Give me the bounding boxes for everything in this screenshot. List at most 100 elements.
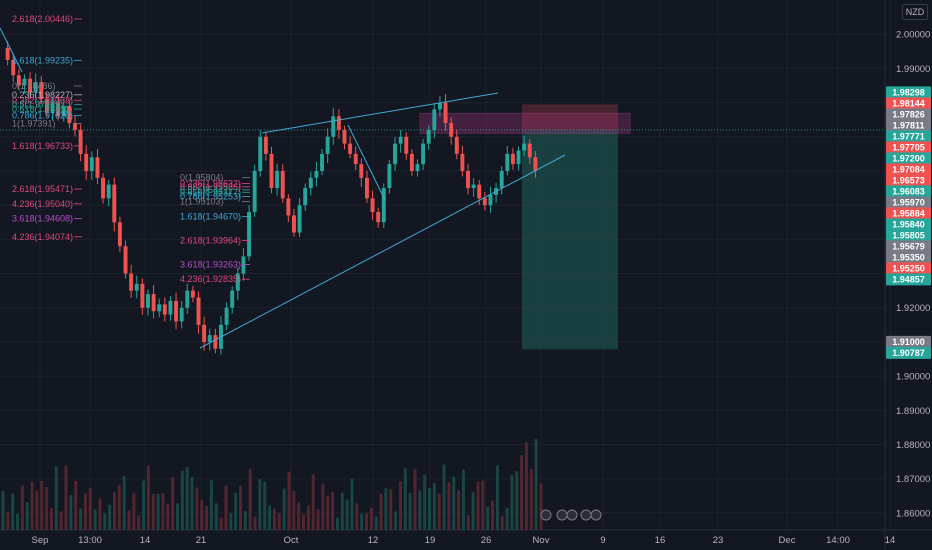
candle-body (353, 153, 358, 165)
price-tag-label: 1.98144 (892, 99, 925, 109)
volume-bar (520, 455, 524, 530)
volume-bar (59, 511, 63, 530)
candle-body (449, 123, 454, 137)
volume-bar (195, 487, 199, 530)
candle-body (50, 102, 55, 113)
x-tick-label: 14 (140, 535, 151, 546)
early-trendline[interactable] (0, 27, 23, 73)
volume-bar (151, 493, 155, 530)
x-tick-label: 9 (600, 535, 605, 546)
volume-bar (437, 493, 441, 530)
price-tag[interactable] (886, 119, 931, 132)
price-tag[interactable] (886, 273, 931, 286)
price-tag[interactable] (886, 218, 931, 231)
candle-body (342, 129, 347, 144)
mid-fib-label: 0.618(1.95377) (180, 187, 241, 197)
price-tag[interactable] (886, 229, 931, 242)
price-tag[interactable] (886, 108, 931, 121)
volume-bar (83, 493, 87, 530)
price-axis[interactable]: 2.000001.990001.980001.970001.960001.950… (886, 30, 931, 520)
x-tick-label: 14:00 (826, 535, 850, 546)
flag-icon[interactable] (540, 509, 552, 521)
price-tag[interactable] (886, 163, 931, 176)
price-tag[interactable] (886, 207, 931, 220)
x-tick-label: Sep (32, 535, 49, 546)
rising-support-trendline[interactable] (199, 154, 566, 349)
event-icon[interactable] (580, 509, 592, 521)
candle-body (106, 184, 111, 199)
price-tag[interactable] (886, 262, 931, 275)
volume-bar (64, 465, 68, 530)
candle-body (146, 294, 150, 308)
candle-body (331, 116, 336, 137)
price-tag[interactable] (886, 251, 931, 264)
swing-trendline[interactable] (347, 124, 386, 201)
volume-bar (350, 478, 354, 530)
volume-bars (1, 438, 543, 530)
time-axis[interactable]: Sep 13:00 14 21 Oct 12 19 26 Nov 9 16 23 Dec 14:00 14 (32, 535, 896, 546)
volume-bar (190, 476, 194, 530)
volume-bar (229, 513, 233, 530)
price-tag[interactable] (886, 346, 931, 359)
volume-bar (137, 515, 141, 530)
price-tag[interactable] (886, 130, 931, 143)
y-tick-label: 1.87000 (896, 474, 930, 485)
price-tag-label: 1.97200 (892, 154, 925, 164)
currency-badge[interactable]: NZD (902, 4, 928, 20)
price-tag[interactable] (886, 152, 931, 165)
candle-body (73, 123, 77, 130)
price-tag[interactable] (886, 141, 931, 154)
price-tag-label: 1.97705 (892, 143, 925, 153)
candle-body (466, 170, 470, 189)
trendlines[interactable] (0, 27, 566, 349)
price-tag[interactable] (886, 174, 931, 187)
rising-resistance-trendline[interactable] (261, 92, 499, 134)
x-tick-label: 16 (655, 535, 666, 546)
candle-body (426, 129, 431, 144)
candle-body (67, 106, 72, 124)
volume-bar (476, 481, 480, 530)
candle-body (174, 300, 179, 322)
left-fib-label: 1.618(1.99235) (12, 55, 73, 65)
candle-body (95, 157, 100, 178)
volume-bar (88, 487, 92, 530)
volume-bar (515, 471, 519, 530)
candle-body (241, 256, 246, 274)
volume-bar (45, 487, 49, 530)
volume-bar (268, 505, 272, 530)
candle-body (454, 136, 459, 154)
candle-body (376, 212, 381, 223)
fibonacci-labels: 2.618(2.00446)1.618(1.99235)0(1.98486)0.… (12, 14, 250, 284)
candle-body (22, 78, 27, 86)
price-tag[interactable] (886, 196, 931, 209)
event-icon[interactable] (566, 509, 578, 521)
mid-fib-label: 1(1.95103) (180, 197, 224, 207)
event-icon[interactable] (590, 509, 602, 521)
candle-body (533, 157, 538, 171)
candle-body (522, 143, 527, 151)
price-tag[interactable] (886, 97, 931, 110)
x-tick-label: 21 (196, 535, 207, 546)
price-tag-label: 1.95970 (892, 198, 925, 208)
left-fib-label: 1.618(1.96733) (12, 141, 73, 151)
volume-bar (365, 513, 369, 530)
volume-bar (11, 493, 15, 530)
x-tick-label: 26 (481, 535, 492, 546)
candle-body (134, 283, 139, 291)
event-icon[interactable] (556, 509, 568, 521)
price-tag[interactable] (886, 335, 931, 348)
event-icons[interactable] (540, 509, 602, 521)
volume-bar (277, 513, 281, 530)
volume-bar (35, 490, 39, 530)
price-tag[interactable] (886, 185, 931, 198)
mid-fib-label: 0.236(1.95632) (180, 179, 241, 189)
price-tag[interactable] (886, 240, 931, 253)
mid-fib-label: 1.618(1.94670) (180, 211, 241, 221)
volume-bar (389, 488, 393, 530)
left-fib-label: 0.236(1.98227) (12, 90, 73, 100)
price-tag[interactable] (886, 86, 931, 99)
price-tag-label: 1.95840 (892, 220, 925, 230)
volume-bar (205, 506, 209, 530)
